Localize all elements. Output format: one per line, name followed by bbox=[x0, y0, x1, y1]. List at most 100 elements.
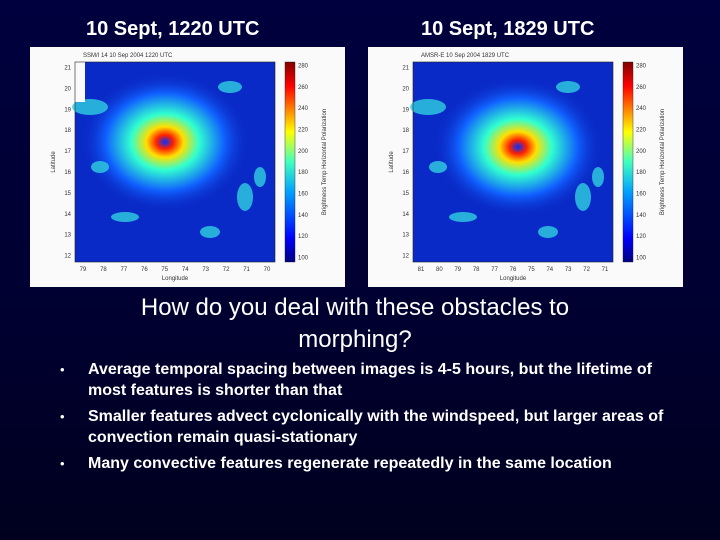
x-tick-label: 77 bbox=[121, 267, 128, 273]
convection-cell bbox=[538, 226, 558, 238]
y-tick-label: 14 bbox=[402, 212, 409, 218]
y-tick-label: 18 bbox=[402, 128, 409, 134]
colorbar-tick-label: 100 bbox=[636, 256, 647, 262]
convection-cell bbox=[91, 161, 109, 173]
x-tick-label: 71 bbox=[243, 267, 250, 273]
x-tick-label: 78 bbox=[100, 267, 107, 273]
colorbar bbox=[284, 61, 296, 263]
y-tick-label: 20 bbox=[64, 86, 71, 92]
convection-cell bbox=[111, 212, 139, 222]
y-tick-label: 17 bbox=[64, 149, 71, 155]
convection-cell bbox=[254, 167, 266, 187]
y-tick-label: 17 bbox=[402, 149, 409, 155]
x-axis-label: Longitude bbox=[162, 276, 189, 282]
colorbar-label: Brightness Temp Horizontal Polarization bbox=[660, 109, 666, 215]
convection-cell bbox=[575, 183, 591, 211]
colorbar-tick-label: 280 bbox=[298, 64, 309, 70]
colorbar-tick-label: 160 bbox=[636, 192, 647, 198]
convection-cell bbox=[556, 81, 580, 93]
convection-cell bbox=[200, 226, 220, 238]
bullet-dot: • bbox=[60, 409, 65, 424]
convection-cell bbox=[72, 99, 108, 115]
y-tick-label: 14 bbox=[64, 212, 71, 218]
y-tick-label: 15 bbox=[402, 191, 409, 197]
bullet-text: Smaller features advect cyclonically wit… bbox=[88, 408, 664, 446]
colorbar-tick-label: 180 bbox=[298, 170, 309, 176]
bullet-text: Many convective features regenerate repe… bbox=[88, 455, 612, 472]
x-axis-label: Longitude bbox=[500, 276, 527, 282]
x-tick-label: 76 bbox=[141, 267, 148, 273]
x-tick-label: 76 bbox=[510, 267, 517, 273]
storm bbox=[433, 77, 603, 217]
image-heading: 10 Sept, 1220 UTC bbox=[86, 18, 260, 40]
bullet: • Many convective features regenerate rep… bbox=[60, 453, 668, 474]
y-tick-label: 16 bbox=[402, 170, 409, 176]
y-tick-label: 15 bbox=[64, 191, 71, 197]
y-axis-label: Latitude bbox=[389, 151, 395, 173]
colorbar-tick-label: 120 bbox=[636, 234, 647, 240]
storm bbox=[80, 72, 250, 212]
colorbar-tick-label: 260 bbox=[636, 85, 647, 91]
colorbar-tick-label: 160 bbox=[298, 192, 309, 198]
convection-cell bbox=[410, 99, 446, 115]
y-tick-label: 12 bbox=[64, 254, 71, 260]
image-caption: SSM/I 14 10 Sep 2004 1220 UTC bbox=[83, 53, 173, 59]
x-tick-label: 74 bbox=[182, 267, 189, 273]
x-tick-label: 80 bbox=[436, 267, 443, 273]
colorbar-tick-label: 100 bbox=[298, 256, 309, 262]
colorbar-tick-label: 280 bbox=[636, 64, 647, 70]
convection-cell bbox=[429, 161, 447, 173]
bullet: • Average temporal spacing between images… bbox=[60, 359, 668, 401]
satellite-image: AMSR-E 10 Sep 2004 1829 UTC 21 20 19 18 17 16 1… bbox=[368, 47, 683, 287]
colorbar-tick-label: 120 bbox=[298, 234, 309, 240]
x-tick-label: 72 bbox=[583, 267, 590, 273]
plot-frame bbox=[74, 61, 276, 263]
colorbar bbox=[622, 61, 634, 263]
y-tick-label: 16 bbox=[64, 170, 71, 176]
bullet-dot: • bbox=[60, 362, 65, 377]
bullet-list: • Average temporal spacing between images… bbox=[60, 359, 680, 479]
convection-cell bbox=[237, 183, 253, 211]
colorbar-tick-label: 200 bbox=[298, 149, 309, 155]
bullet-dot: • bbox=[60, 456, 65, 471]
convection-cell bbox=[449, 212, 477, 222]
bullet: • Smaller features advect cyclonically wi… bbox=[60, 406, 668, 448]
x-tick-label: 71 bbox=[602, 267, 609, 273]
x-tick-label: 77 bbox=[491, 267, 498, 273]
x-tick-label: 75 bbox=[161, 267, 168, 273]
colorbar-tick-label: 240 bbox=[636, 106, 647, 112]
x-tick-label: 79 bbox=[454, 267, 461, 273]
colorbar-tick-label: 220 bbox=[298, 128, 309, 134]
satellite-image: SSM/I 14 10 Sep 2004 1220 UTC 21 20 19 18 17 1… bbox=[30, 47, 345, 287]
x-tick-label: 79 bbox=[80, 267, 87, 273]
colorbar-tick-label: 220 bbox=[636, 128, 647, 134]
image-heading: 10 Sept, 1829 UTC bbox=[421, 18, 595, 40]
y-tick-label: 20 bbox=[402, 86, 409, 92]
convection-cell bbox=[218, 81, 242, 93]
x-tick-label: 72 bbox=[223, 267, 230, 273]
colorbar-tick-label: 200 bbox=[636, 149, 647, 155]
x-tick-label: 74 bbox=[546, 267, 553, 273]
plot-frame bbox=[412, 61, 614, 263]
x-tick-label: 73 bbox=[565, 267, 572, 273]
colorbar-tick-label: 240 bbox=[298, 106, 309, 112]
convection-cell bbox=[592, 167, 604, 187]
y-tick-label: 21 bbox=[402, 66, 409, 72]
colorbar-tick-label: 140 bbox=[298, 213, 309, 219]
colorbar-tick-label: 140 bbox=[636, 213, 647, 219]
question: How do you deal with these obstacles to … bbox=[140, 294, 570, 353]
x-tick-label: 75 bbox=[528, 267, 535, 273]
y-axis-label: Latitude bbox=[51, 151, 57, 173]
colorbar-label: Brightness Temp Horizontal Polarization bbox=[322, 109, 328, 215]
image-caption: AMSR-E 10 Sep 2004 1829 UTC bbox=[421, 53, 510, 59]
x-tick-label: 78 bbox=[473, 267, 480, 273]
y-tick-label: 13 bbox=[64, 233, 71, 239]
y-tick-label: 19 bbox=[64, 107, 71, 113]
y-tick-label: 12 bbox=[402, 254, 409, 260]
x-tick-label: 73 bbox=[202, 267, 209, 273]
colorbar-tick-label: 260 bbox=[298, 85, 309, 91]
y-tick-label: 21 bbox=[64, 66, 71, 72]
colorbar-tick-label: 180 bbox=[636, 170, 647, 176]
x-tick-label: 81 bbox=[418, 267, 425, 273]
